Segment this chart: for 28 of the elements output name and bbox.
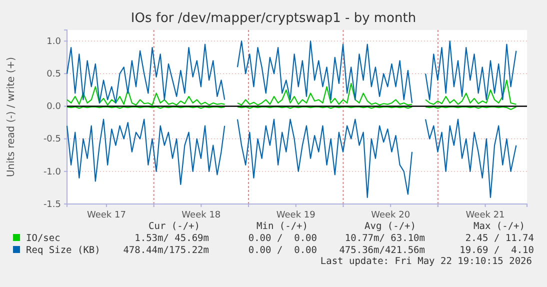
y-tick-label: -0.5 xyxy=(43,134,61,145)
y-tick-label: -1.5 xyxy=(43,200,61,210)
x-tick-label: Week 17 xyxy=(86,210,126,220)
text: Avg (-/+) xyxy=(364,221,416,232)
text: 0.00 / 0.00 xyxy=(248,233,318,244)
text: Max (-/+) xyxy=(474,221,525,232)
text: Cur (-/+) xyxy=(148,221,200,232)
y-tick-label: -1.0 xyxy=(43,167,62,178)
y-tick-label: 0.0 xyxy=(46,102,62,112)
legend-label: Req Size (KB) xyxy=(26,245,100,256)
chart-title: IOs for /dev/mapper/cryptswap1 - by month xyxy=(130,11,416,26)
x-tick-label: Week 20 xyxy=(371,210,410,220)
text: 19.69 / 4.10 xyxy=(460,245,534,256)
text: 478.44m/175.22m xyxy=(123,245,210,256)
text: 0.00 / 0.00 xyxy=(248,245,318,256)
x-tick-label: Week 18 xyxy=(182,210,221,220)
text: Last update: Fri May 22 19:10:15 2026 xyxy=(320,256,532,267)
text: 1.53m/ 45.69m xyxy=(134,233,210,244)
text: 475.36m/421.56m xyxy=(339,245,426,256)
legend-label: IO/sec xyxy=(26,233,60,244)
text: 10.77m/ 63.10m xyxy=(344,233,426,244)
x-tick-label: Week 21 xyxy=(466,210,505,220)
y-axis-title: Units read (-) / write (+) xyxy=(6,56,17,178)
x-tick-label: Week 19 xyxy=(276,210,316,220)
text: Min (-/+) xyxy=(256,221,308,232)
y-tick-label: 1.0 xyxy=(46,36,62,47)
text: 2.45 / 11.74 xyxy=(465,233,534,244)
y-tick-label: 0.5 xyxy=(46,70,61,80)
